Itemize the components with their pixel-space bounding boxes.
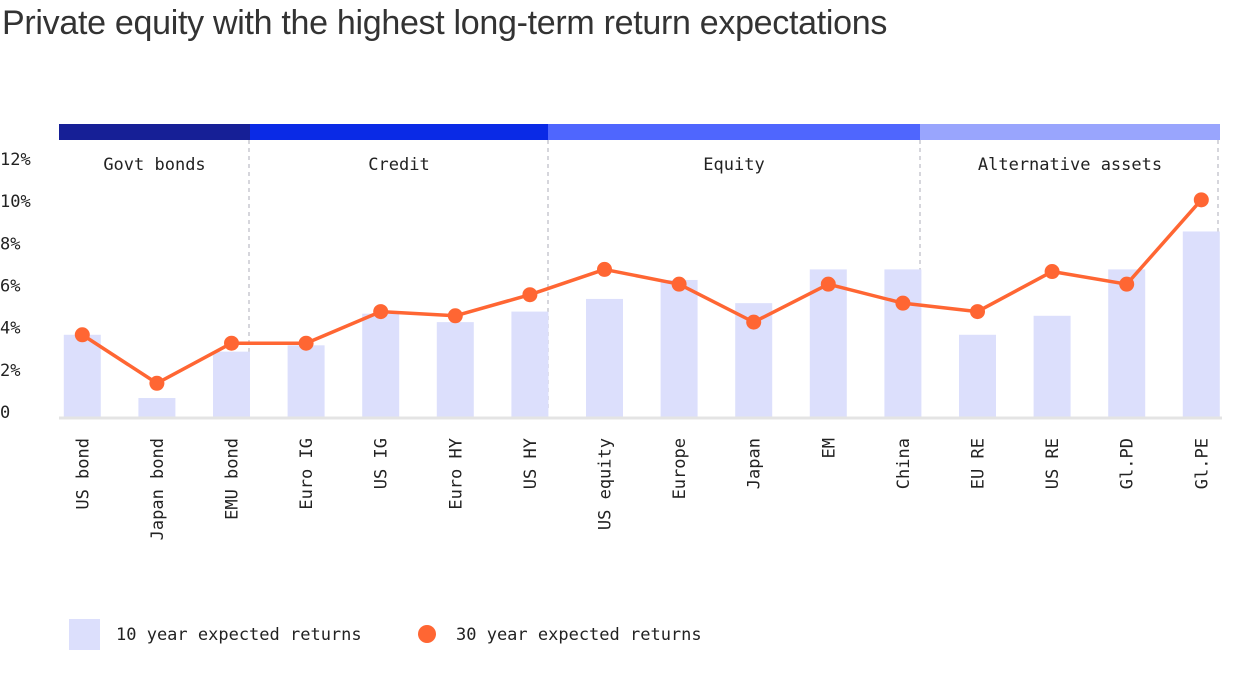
line-point	[671, 276, 687, 292]
x-tick-label: Euro IG	[297, 438, 317, 510]
legend-label: 30 year expected returns	[456, 625, 702, 645]
line-point	[447, 308, 463, 324]
y-tick-label: 6%	[0, 277, 20, 297]
line-point	[1193, 192, 1209, 208]
x-tick-label: EMU bond	[223, 438, 243, 520]
line-point	[895, 295, 911, 311]
x-tick-label: Gl.PE	[1192, 438, 1212, 489]
bar	[436, 322, 474, 417]
group-band	[250, 124, 548, 140]
legend-label: 10 year expected returns	[116, 625, 362, 645]
bar	[138, 398, 176, 417]
line-point	[522, 287, 538, 303]
y-tick-label: 2%	[0, 361, 20, 381]
x-tick-label: Japan bond	[148, 438, 168, 540]
bar	[809, 269, 847, 417]
x-tick-label: Euro HY	[446, 438, 466, 510]
bar	[884, 269, 922, 417]
line-series	[81, 198, 1203, 386]
line-point	[74, 327, 90, 343]
group-band	[59, 124, 250, 140]
chart-title: Private equity with the highest long-ter…	[2, 4, 888, 42]
x-tick-label: Japan	[745, 438, 765, 489]
bar	[511, 311, 549, 417]
bar	[586, 298, 623, 417]
line-point	[149, 375, 165, 391]
line-point	[373, 304, 389, 320]
y-tick-label: 4%	[0, 319, 20, 339]
y-tick-label: 10%	[0, 192, 31, 212]
bar	[1182, 231, 1220, 417]
x-tick-label: US IG	[372, 438, 392, 489]
group-label: Govt bonds	[103, 155, 205, 175]
group-label: Alternative assets	[978, 155, 1162, 175]
y-tick-label: 0	[0, 403, 10, 423]
bar	[660, 279, 698, 417]
line-point	[1044, 264, 1060, 280]
x-tick-label: Europe	[670, 438, 690, 499]
y-tick-label: 8%	[0, 234, 20, 254]
x-tick-label: US RE	[1043, 438, 1063, 489]
bar	[213, 351, 250, 417]
x-tick-label: US bond	[73, 438, 93, 510]
line-point	[597, 261, 612, 277]
legend-swatch-bar	[69, 619, 100, 650]
x-tick-label: EM	[819, 438, 839, 458]
line-point	[1119, 276, 1135, 292]
group-label: Credit	[368, 155, 429, 175]
group-band	[920, 124, 1220, 140]
bar	[287, 345, 325, 417]
x-tick-label: US equity	[596, 438, 616, 530]
legend-swatch-line	[418, 625, 436, 643]
group-label: Equity	[703, 155, 764, 175]
bar	[959, 334, 996, 417]
y-tick-label: 12%	[0, 150, 31, 170]
x-tick-label: EU RE	[969, 438, 989, 489]
bar	[1108, 269, 1146, 417]
x-tick-label: US HY	[521, 438, 541, 489]
group-band	[548, 124, 920, 140]
bar	[362, 313, 400, 417]
line-point	[746, 314, 762, 330]
bar	[1033, 315, 1071, 417]
line-point	[298, 335, 314, 351]
bar	[63, 334, 101, 417]
x-tick-label: Gl.PD	[1118, 438, 1138, 489]
line-point	[970, 304, 985, 320]
line-point	[820, 276, 836, 292]
x-tick-label: China	[894, 438, 914, 489]
line-point	[224, 335, 239, 351]
